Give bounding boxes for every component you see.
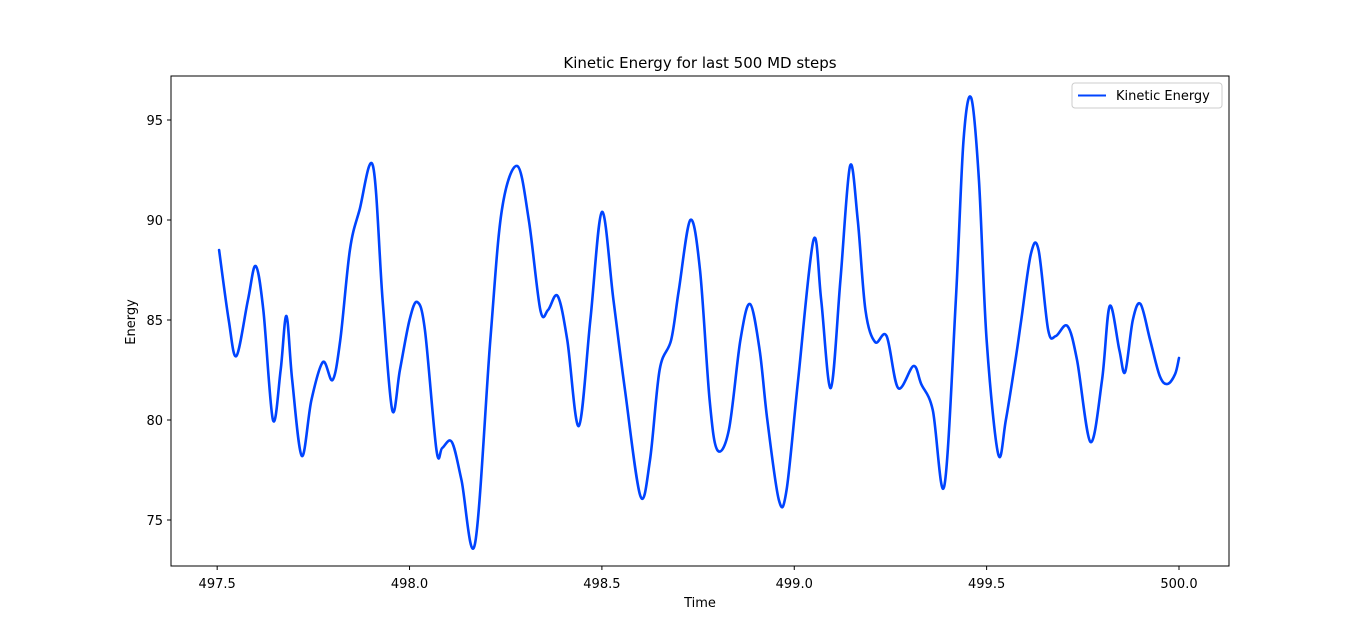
- x-tick-label: 497.5: [199, 577, 236, 592]
- y-axis-ticks: 75 80 85 90 95: [146, 114, 171, 529]
- x-tick-label: 498.0: [391, 577, 428, 592]
- x-axis-ticks: 497.5 498.0 498.5 499.0 499.5 500.0: [199, 566, 1198, 592]
- legend-frame: [1071, 82, 1223, 109]
- axes-frame: [170, 75, 1230, 567]
- x-axis-label: Time: [683, 596, 716, 611]
- x-tick-label: 499.0: [776, 577, 813, 592]
- x-tick-label: 500.0: [1160, 577, 1197, 592]
- y-tick-label: 90: [146, 214, 163, 229]
- legend-label: Kinetic Energy: [1116, 89, 1210, 104]
- y-tick-label: 75: [146, 514, 163, 529]
- y-tick-label: 80: [146, 414, 163, 429]
- y-tick-label: 85: [146, 314, 163, 329]
- plot-area: [170, 75, 1230, 567]
- x-tick-label: 499.5: [968, 577, 1005, 592]
- y-axis-label: Energy: [124, 299, 139, 345]
- y-tick-label: 95: [146, 114, 163, 129]
- x-tick-label: 498.5: [583, 577, 620, 592]
- series-line-kinetic-energy: [217, 95, 1181, 550]
- legend: Kinetic Energy: [1071, 82, 1223, 109]
- chart-title: Kinetic Energy for last 500 MD steps: [563, 54, 836, 72]
